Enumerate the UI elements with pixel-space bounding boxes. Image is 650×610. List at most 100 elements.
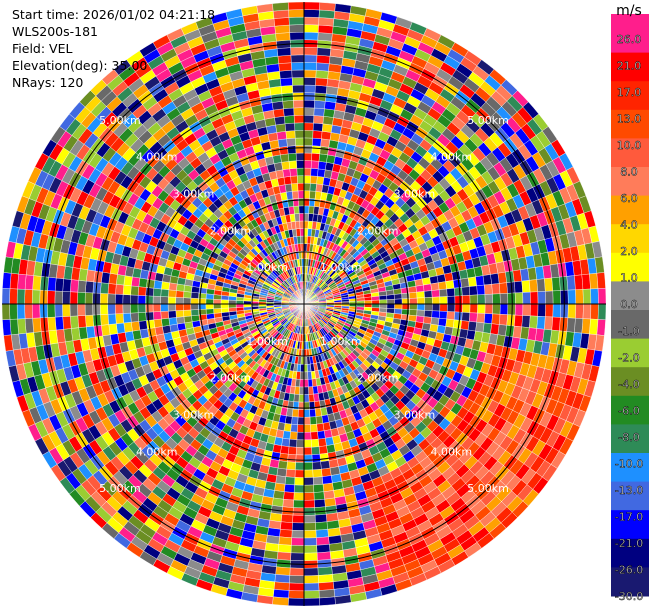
velocity-cell bbox=[484, 293, 493, 305]
colorbar-tick-label: -21.0 bbox=[615, 537, 643, 550]
velocity-cell bbox=[316, 47, 332, 57]
velocity-cell bbox=[318, 574, 334, 584]
velocity-cell bbox=[386, 299, 395, 305]
colorbar-tick-label: -26.0 bbox=[615, 563, 643, 576]
velocity-cell bbox=[536, 278, 546, 292]
velocity-cell bbox=[312, 137, 322, 147]
velocity-cell bbox=[273, 9, 290, 19]
velocity-cell bbox=[277, 138, 288, 148]
velocity-cell bbox=[310, 438, 320, 448]
velocity-cell bbox=[303, 371, 309, 380]
velocity-cell bbox=[300, 364, 305, 373]
velocity-cell bbox=[408, 309, 418, 317]
velocity-cell bbox=[453, 287, 463, 297]
velocity-cell bbox=[318, 589, 335, 599]
velocity-cell bbox=[137, 303, 146, 313]
velocity-cell bbox=[314, 514, 328, 523]
velocity-cell bbox=[292, 514, 305, 524]
velocity-cell bbox=[371, 295, 380, 301]
velocity-cell bbox=[303, 160, 312, 169]
velocity-cell bbox=[288, 446, 297, 455]
velocity-cell bbox=[275, 566, 291, 576]
velocity-cell bbox=[297, 183, 305, 192]
velocity-cell bbox=[220, 307, 230, 313]
velocity-cell bbox=[138, 320, 148, 331]
velocity-cell bbox=[475, 275, 485, 287]
velocity-cell bbox=[303, 477, 314, 486]
velocity-cell bbox=[296, 167, 305, 177]
velocity-cell bbox=[296, 439, 305, 448]
velocity-cell bbox=[284, 484, 295, 493]
velocity-cell bbox=[281, 161, 290, 170]
colorbar-tick-label: -1.0 bbox=[618, 325, 639, 338]
velocity-cell bbox=[122, 284, 132, 296]
velocity-cell bbox=[243, 306, 252, 311]
velocity-cell bbox=[315, 521, 328, 531]
velocity-cell bbox=[131, 276, 141, 287]
range-ring-label: 3.00km bbox=[173, 188, 215, 201]
range-ring-label: 2.00km bbox=[357, 224, 399, 237]
velocity-cell bbox=[213, 303, 222, 309]
velocity-cell bbox=[323, 490, 335, 500]
velocity-cell bbox=[282, 499, 294, 508]
velocity-cell bbox=[552, 303, 561, 318]
velocity-cell bbox=[313, 484, 324, 493]
velocity-cell bbox=[137, 312, 147, 322]
colorbar-tick-label: -4.0 bbox=[618, 378, 639, 391]
velocity-cell bbox=[499, 293, 509, 305]
velocity-cell bbox=[363, 296, 373, 302]
velocity-cell bbox=[273, 490, 285, 500]
velocity-cell bbox=[303, 514, 316, 524]
velocity-cell bbox=[291, 190, 299, 200]
velocity-cell bbox=[228, 299, 237, 305]
velocity-cell bbox=[303, 84, 316, 94]
velocity-cell bbox=[290, 552, 305, 561]
velocity-cell bbox=[469, 294, 478, 305]
velocity-cell bbox=[293, 484, 305, 493]
velocity-cell bbox=[273, 108, 285, 118]
velocity-cell bbox=[423, 310, 433, 318]
velocity-cell bbox=[416, 309, 425, 317]
velocity-cell bbox=[364, 300, 373, 305]
velocity-cell bbox=[521, 315, 531, 328]
velocity-cell bbox=[312, 122, 324, 132]
velocity-cell bbox=[324, 101, 337, 111]
colorbar-tick-label: -10.0 bbox=[615, 457, 643, 470]
velocity-cell bbox=[285, 468, 296, 478]
velocity-cell bbox=[303, 537, 317, 546]
velocity-cell bbox=[286, 461, 296, 471]
velocity-cell bbox=[317, 32, 333, 42]
velocity-cell bbox=[311, 453, 321, 463]
velocity-cell bbox=[521, 280, 531, 293]
velocity-cell bbox=[287, 145, 297, 155]
velocity-cell bbox=[54, 303, 63, 318]
velocity-cell bbox=[1, 288, 11, 305]
velocity-cell bbox=[461, 312, 471, 322]
velocity-cell bbox=[190, 291, 200, 299]
velocity-cell bbox=[9, 318, 19, 335]
range-ring-label: 1.00km bbox=[246, 335, 288, 348]
velocity-cell bbox=[537, 303, 546, 317]
velocity-cell bbox=[152, 295, 161, 305]
velocity-cell bbox=[320, 138, 331, 148]
velocity-cell bbox=[303, 77, 317, 86]
velocity-cell bbox=[303, 597, 320, 607]
velocity-cell bbox=[314, 100, 326, 109]
velocity-cell bbox=[436, 273, 446, 283]
velocity-cell bbox=[311, 145, 321, 155]
velocity-cell bbox=[303, 499, 315, 509]
velocity-cell bbox=[289, 168, 298, 177]
velocity-cell bbox=[529, 279, 538, 293]
velocity-cell bbox=[393, 293, 403, 300]
velocity-cell bbox=[32, 303, 41, 319]
velocity-cell bbox=[278, 146, 289, 156]
velocity-cell bbox=[288, 438, 298, 448]
velocity-cell bbox=[294, 469, 305, 478]
velocity-cell bbox=[356, 297, 365, 302]
velocity-cell bbox=[544, 277, 553, 292]
velocity-cell bbox=[303, 62, 317, 71]
colorbar-tick-label: 4.0 bbox=[620, 219, 638, 232]
velocity-cell bbox=[303, 424, 311, 433]
velocity-cell bbox=[24, 289, 33, 305]
velocity-cell bbox=[47, 290, 56, 305]
